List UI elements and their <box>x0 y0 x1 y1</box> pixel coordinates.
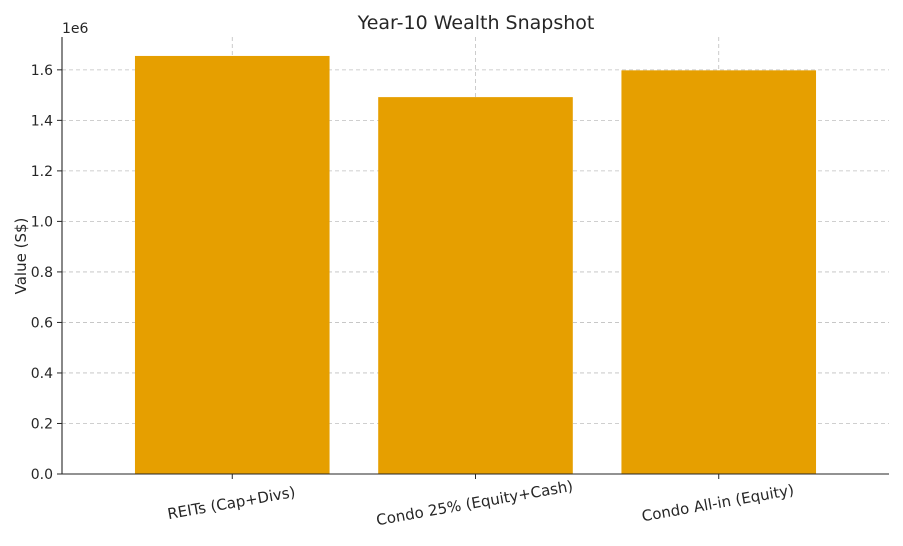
x-tick-label: Condo All-in (Equity) <box>640 481 795 526</box>
x-tick-label: REITs (Cap+Divs) <box>166 483 297 523</box>
x-ticks-layer: REITs (Cap+Divs) Condo 25% (Equity+Cash) C… <box>166 474 795 529</box>
y-ticks-layer: 0.0 0.2 0.4 0.6 0.8 1.0 1.2 1.4 1.6 <box>31 63 62 483</box>
y-axis-label: Value (S$) <box>12 218 30 295</box>
y-tick-label: 0.6 <box>31 315 53 331</box>
y-tick-label: 1.4 <box>31 113 53 129</box>
y-tick-label: 0.8 <box>31 265 53 281</box>
y-tick-label: 0.4 <box>31 366 53 382</box>
y-tick-label: 1.6 <box>31 63 53 79</box>
y-tick-label: 0.0 <box>31 467 53 483</box>
x-tick-label: Condo 25% (Equity+Cash) <box>375 477 575 529</box>
bar <box>134 55 330 474</box>
y-tick-label: 1.0 <box>31 214 53 230</box>
y-tick-label: 0.2 <box>31 416 53 432</box>
bars-layer <box>134 55 817 474</box>
bar <box>621 70 817 474</box>
chart-title: Year-10 Wealth Snapshot <box>357 12 595 34</box>
y-tick-label: 1.2 <box>31 164 53 180</box>
y-axis-offset-label: 1e6 <box>62 21 89 37</box>
bar <box>378 97 573 474</box>
